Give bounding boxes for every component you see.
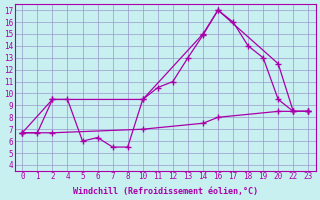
X-axis label: Windchill (Refroidissement éolien,°C): Windchill (Refroidissement éolien,°C) [73, 187, 258, 196]
